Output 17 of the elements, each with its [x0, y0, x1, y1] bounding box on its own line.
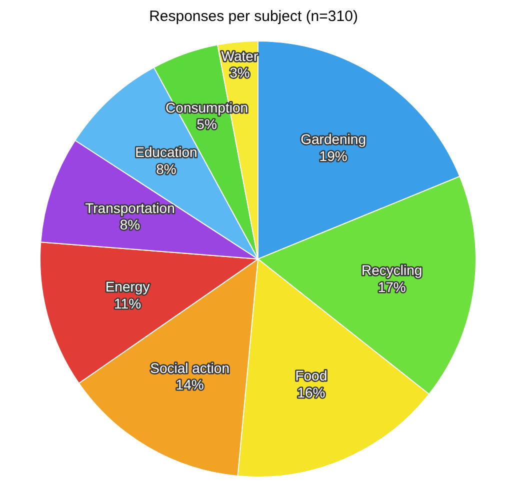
data-label: 8%	[156, 160, 176, 177]
data-label: 5%	[196, 116, 217, 132]
slice-label: Food	[295, 367, 328, 384]
data-label: 17%	[378, 278, 406, 295]
data-label: 16%	[297, 384, 326, 400]
slice-label: Transportation	[85, 200, 175, 216]
data-label: 19%	[319, 148, 348, 164]
data-label: 3%	[230, 64, 250, 81]
slice-label: Social action	[150, 360, 230, 376]
data-label: 8%	[120, 216, 140, 233]
slice-label: Energy	[105, 278, 150, 295]
data-label: 11%	[114, 295, 142, 312]
slice-label: Education	[135, 144, 198, 160]
slice-label: Recycling	[361, 262, 422, 278]
data-label: 14%	[176, 376, 204, 393]
chart-title: Responses per subject (n=310)	[148, 8, 359, 27]
slice-label: Gardening	[300, 130, 366, 147]
